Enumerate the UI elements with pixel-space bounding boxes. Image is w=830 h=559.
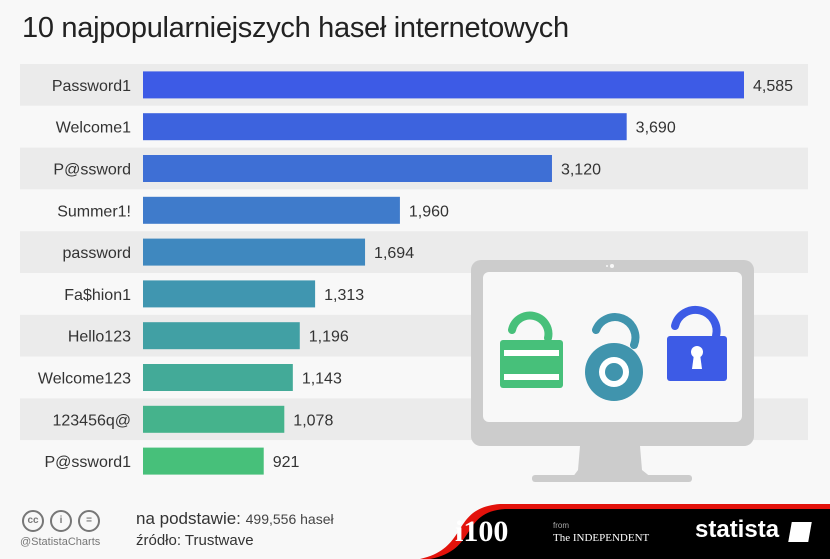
basis-text: na podstawie: 499,556 haseł [136, 509, 334, 529]
attribution-icon[interactable]: i [50, 510, 72, 532]
statista-handle[interactable]: @StatistaCharts [20, 536, 101, 548]
bar [143, 405, 285, 433]
basis-label: na podstawie: [136, 509, 241, 528]
monitor-illustration [471, 260, 754, 482]
bar [143, 322, 300, 350]
category-label: 123456q@ [52, 412, 131, 429]
category-label: P@ssword1 [45, 454, 132, 471]
footer-info: cc i = @StatistaCharts na podstawie: 499… [20, 506, 440, 556]
blue-padlock-icon [667, 305, 727, 381]
value-label: 1,694 [374, 245, 414, 262]
bar [143, 155, 552, 182]
category-label: Hello123 [68, 329, 131, 346]
value-label: 1,078 [293, 412, 333, 429]
bar [143, 280, 316, 308]
chart-title: 10 najpopularniejszych haseł internetowy… [22, 12, 569, 44]
value-label: 1,313 [324, 287, 364, 304]
independent-logo[interactable]: The INDEPENDENT [553, 532, 650, 544]
green-padlock-icon [500, 311, 563, 388]
source-text: źródło: Trustwave [136, 532, 254, 549]
category-label: Password1 [52, 78, 131, 95]
bar [143, 113, 627, 141]
value-label: 3,690 [636, 120, 676, 137]
basis-value: 499,556 haseł [245, 511, 334, 527]
statista-logo[interactable]: statista [695, 516, 780, 543]
from-label: from [553, 521, 569, 530]
bar [143, 364, 293, 391]
category-label: password [63, 245, 131, 262]
category-label: Welcome123 [38, 371, 131, 388]
statista-logo-icon [788, 522, 812, 542]
category-label: Fa$hion1 [64, 287, 131, 304]
cc-license-icon[interactable]: cc [22, 510, 44, 532]
bar [143, 71, 744, 99]
no-derivatives-icon[interactable]: = [78, 510, 100, 532]
value-label: 921 [273, 454, 300, 471]
i100-logo[interactable]: i100 [455, 515, 509, 548]
value-label: 1,196 [309, 329, 349, 346]
value-label: 1,960 [409, 203, 449, 220]
category-label: P@ssword [53, 162, 131, 179]
combination-padlock-icon [585, 313, 643, 401]
bar [143, 196, 400, 224]
value-label: 1,143 [302, 371, 342, 388]
value-label: 4,585 [753, 78, 793, 95]
monitor-stand [572, 446, 652, 478]
footer-band [420, 504, 830, 559]
bar [143, 238, 366, 266]
value-label: 3,120 [561, 162, 601, 179]
category-label: Welcome1 [56, 120, 131, 137]
category-label: Summer1! [57, 203, 131, 220]
bar [143, 447, 264, 475]
